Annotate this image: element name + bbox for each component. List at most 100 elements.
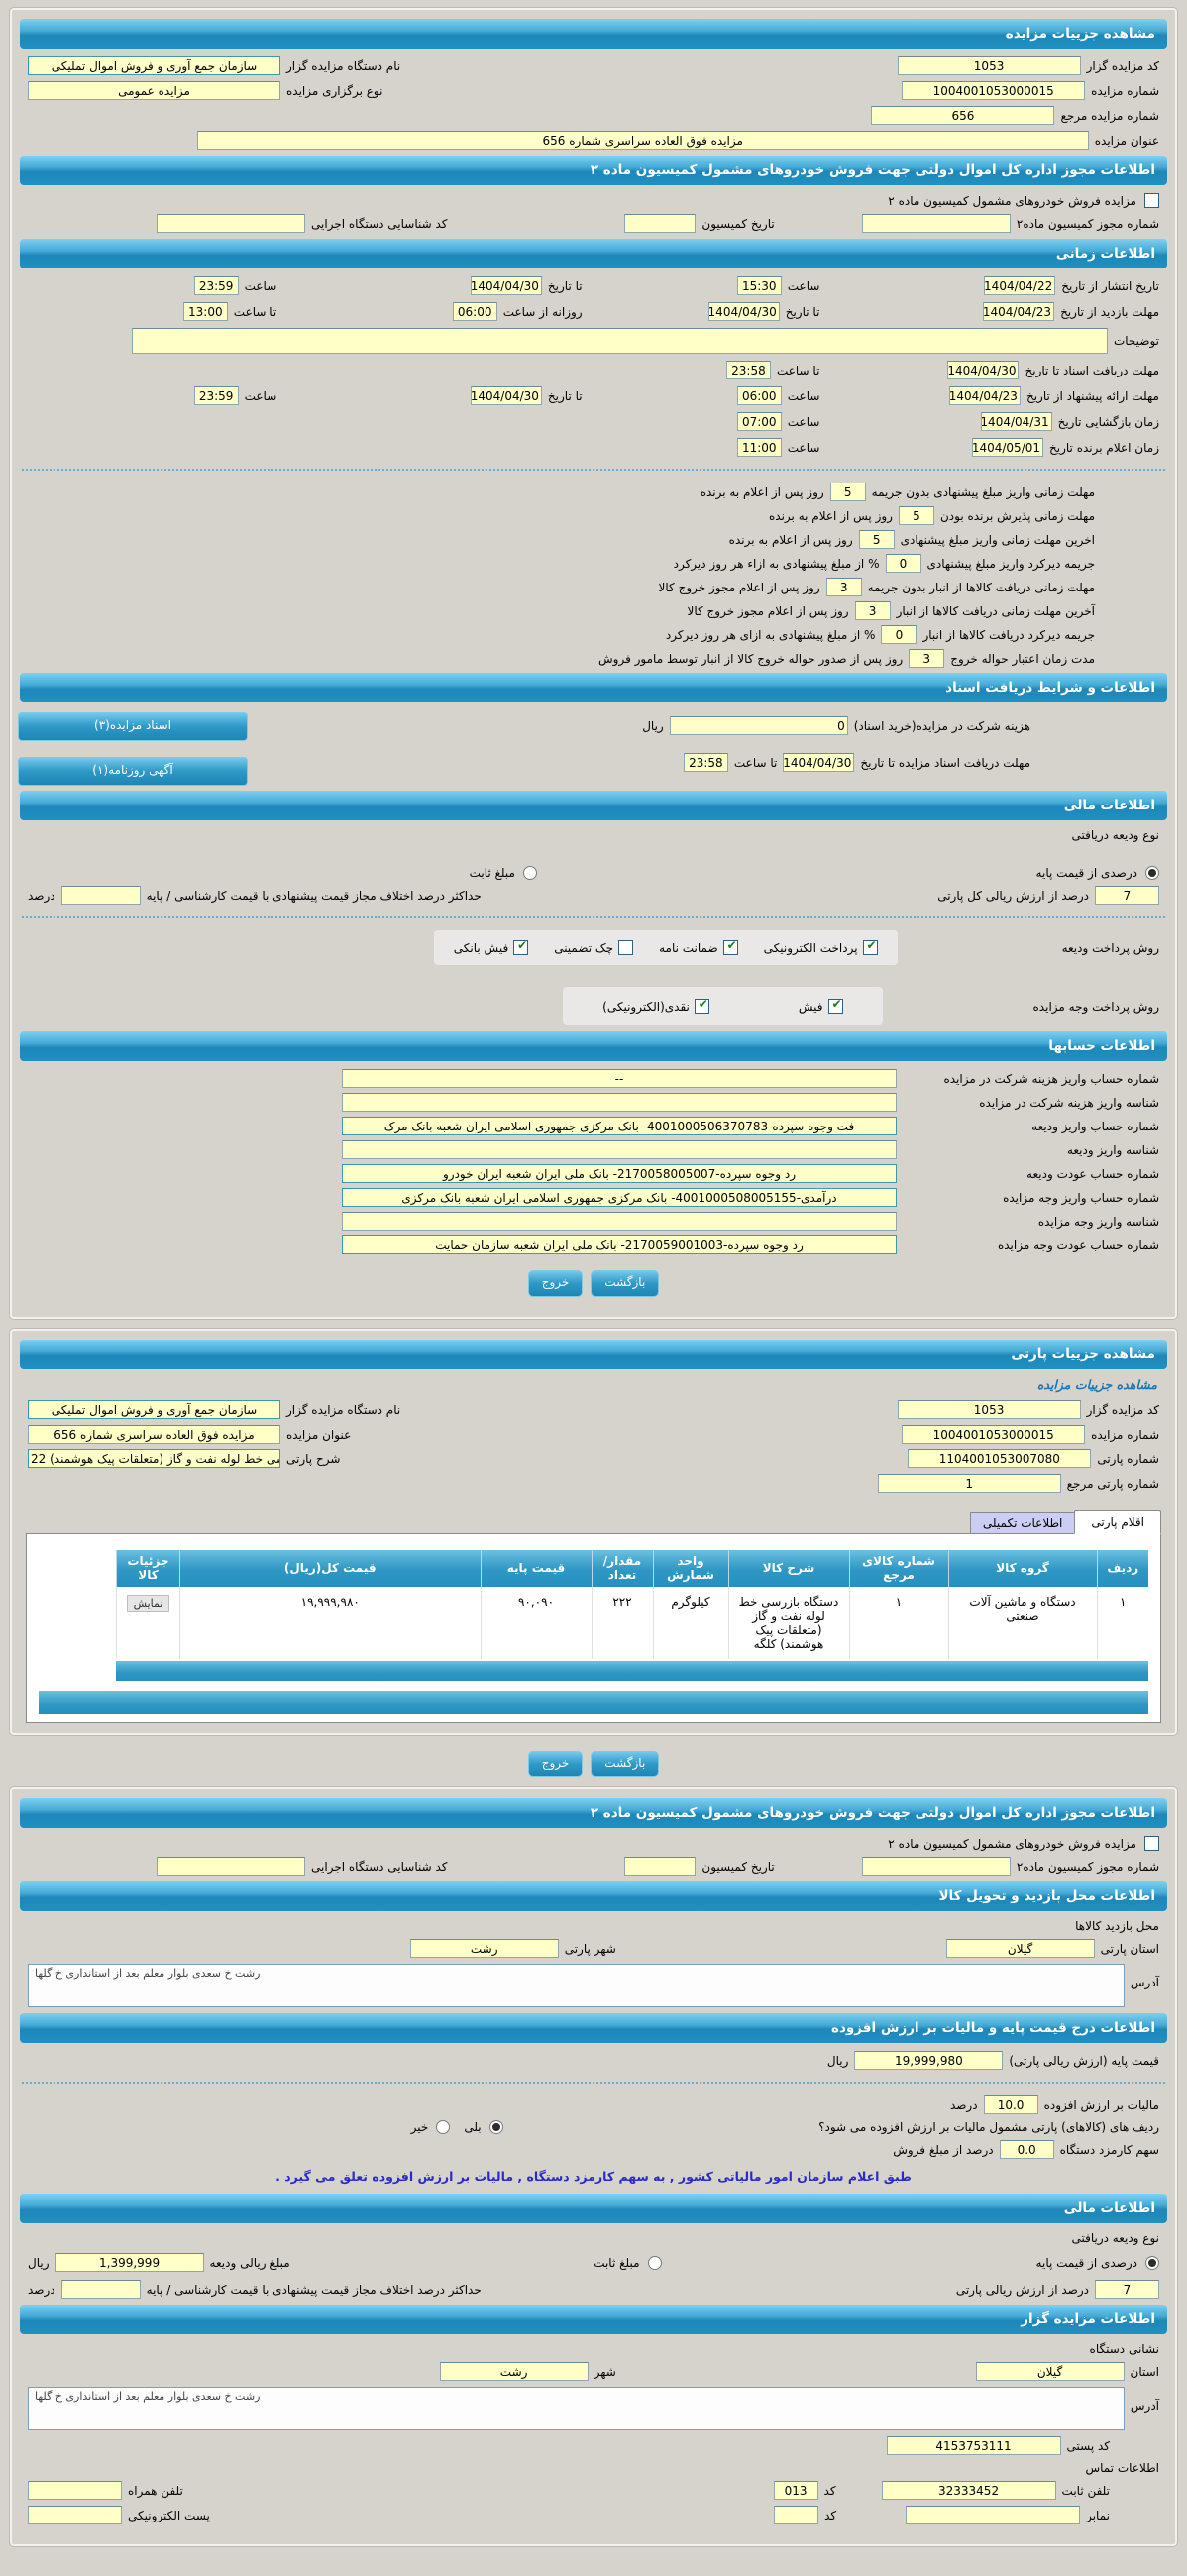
docs-deadline-time-field[interactable]: 23:58: [725, 361, 771, 379]
exec-code-field[interactable]: [157, 1857, 306, 1876]
permit-number-field[interactable]: [861, 1857, 1011, 1876]
party-city-field[interactable]: رشت: [409, 1939, 559, 1958]
penalty-field[interactable]: 3: [909, 649, 945, 668]
auction-details-link[interactable]: مشاهده جزییات مزایده: [1036, 1377, 1157, 1392]
phone-field[interactable]: 32333452: [881, 2481, 1056, 2500]
account-field[interactable]: --: [342, 1069, 897, 1088]
max-diff-field[interactable]: [60, 2280, 141, 2299]
vat-field[interactable]: 10.0: [983, 2095, 1038, 2114]
org-name-field[interactable]: سازمان جمع آوری و فروش اموال تملیکی: [28, 56, 280, 75]
auction-number-field[interactable]: 1004001053000015: [902, 81, 1086, 100]
visit-from-date-field[interactable]: 1404/04/23: [983, 302, 1055, 321]
exec-code-field[interactable]: [157, 214, 306, 233]
bank-slip-checkbox[interactable]: [513, 938, 529, 955]
penalty-field[interactable]: 5: [898, 506, 934, 525]
penalty-field[interactable]: 0: [881, 625, 917, 644]
slip-checkbox[interactable]: [827, 997, 843, 1014]
offer-to-time-field[interactable]: 23:59: [193, 386, 239, 405]
docs-receive-time-field[interactable]: 23:58: [683, 753, 728, 772]
commission-date-field[interactable]: [624, 214, 697, 233]
deposit-amount-field[interactable]: 1,399,999: [54, 2253, 204, 2272]
phone-code-field[interactable]: 013: [773, 2481, 818, 2500]
vat-yes-radio[interactable]: [488, 2120, 503, 2134]
publish-to-date-field[interactable]: 1404/04/30: [470, 276, 542, 295]
penalty-field[interactable]: 0: [885, 554, 921, 573]
penalty-field[interactable]: 5: [858, 530, 895, 549]
docs-receive-date-field[interactable]: 1404/04/30: [783, 753, 855, 772]
percent-of-base-radio[interactable]: [1145, 2255, 1159, 2270]
party-auction-title-field[interactable]: مزایده فوق العاده سراسری شماره 656: [28, 1425, 280, 1444]
email-field[interactable]: [28, 2506, 122, 2524]
electronic-pay-checkbox[interactable]: [862, 938, 878, 955]
deposit-percent-field[interactable]: 7: [1095, 886, 1159, 905]
offer-from-date-field[interactable]: 1404/04/23: [948, 386, 1021, 405]
city-field[interactable]: رشت: [439, 2362, 589, 2381]
account-field[interactable]: [342, 1140, 897, 1159]
visit-address-field[interactable]: رشت خ سعدی بلوار معلم بعد از استانداری خ…: [28, 1964, 1125, 2007]
winner-time-field[interactable]: 11:00: [736, 438, 782, 457]
guarantee-checkbox[interactable]: [722, 938, 738, 955]
article2-checkbox[interactable]: [1144, 1836, 1159, 1851]
offer-from-time-field[interactable]: 06:00: [736, 386, 782, 405]
exit-button[interactable]: خروج: [527, 1270, 584, 1297]
party-org-field[interactable]: سازمان جمع آوری و فروش اموال تملیکی: [28, 1400, 280, 1419]
article2-checkbox[interactable]: [1144, 193, 1159, 208]
account-field[interactable]: رد وجوه سپرده-2170059001003- بانک ملی ای…: [342, 1235, 897, 1254]
bidder-code-field[interactable]: 1053: [897, 56, 1081, 75]
province-field[interactable]: گیلان: [975, 2362, 1125, 2381]
publish-to-time-field[interactable]: 23:59: [193, 276, 239, 295]
penalty-field[interactable]: 3: [854, 601, 891, 620]
opening-time-field[interactable]: 07:00: [736, 412, 782, 431]
description-field[interactable]: [131, 328, 1108, 354]
party-bidder-code-field[interactable]: 1053: [897, 1400, 1081, 1419]
account-field[interactable]: [342, 1093, 897, 1112]
account-field[interactable]: درآمدی-4001000508005155- بانک مرکزی جمهو…: [342, 1188, 897, 1207]
opening-date-field[interactable]: 1404/04/31: [980, 412, 1052, 431]
agency-fee-field[interactable]: 0.0: [999, 2140, 1054, 2159]
account-field[interactable]: [342, 1212, 897, 1231]
deposit-percent-field[interactable]: 7: [1095, 2280, 1159, 2299]
party-number-field[interactable]: 1104001053007080: [908, 1449, 1092, 1468]
commission-date-field[interactable]: [624, 1857, 697, 1876]
ref-number-field[interactable]: 656: [871, 106, 1055, 125]
newspaper-ad-button[interactable]: آگهی روزنامه(۱): [18, 757, 248, 786]
cheque-checkbox[interactable]: [618, 940, 634, 955]
back-button[interactable]: بازگشت: [591, 1270, 660, 1297]
party-province-field[interactable]: گیلان: [945, 1939, 1095, 1958]
entry-fee-field[interactable]: 0: [669, 716, 848, 735]
fax-field[interactable]: [906, 2506, 1081, 2524]
fax-code-field[interactable]: [774, 2506, 819, 2524]
mobile-field[interactable]: [28, 2481, 122, 2500]
account-field[interactable]: رد وجوه سپرده-2170058005007- بانک ملی ای…: [342, 1164, 897, 1183]
publish-from-date-field[interactable]: 1404/04/22: [984, 276, 1056, 295]
penalty-field[interactable]: 5: [829, 483, 866, 501]
max-diff-field[interactable]: [60, 886, 141, 905]
back-button[interactable]: بازگشت: [591, 1751, 660, 1777]
base-price-field[interactable]: 19,999,980: [854, 2051, 1004, 2070]
docs-deadline-date-field[interactable]: 1404/04/30: [947, 361, 1020, 379]
penalty-field[interactable]: 3: [825, 578, 862, 596]
visit-to-date-field[interactable]: 1404/04/30: [707, 302, 780, 321]
fixed-amount-radio[interactable]: [522, 866, 537, 880]
cash-electronic-checkbox[interactable]: [694, 997, 709, 1014]
org-address-field[interactable]: رشت خ سعدی بلوار معلم بعد از استانداری خ…: [28, 2387, 1125, 2430]
fixed-amount-radio[interactable]: [647, 2255, 662, 2270]
postal-code-field[interactable]: 4153753111: [886, 2436, 1061, 2455]
account-field[interactable]: فت وجوه سپرده-4001000506370783- بانک مرک…: [342, 1117, 897, 1135]
percent-of-base-radio[interactable]: [1145, 866, 1159, 880]
auction-type-field[interactable]: مزایده عمومی: [28, 81, 280, 100]
publish-from-time-field[interactable]: 15:30: [736, 276, 782, 295]
visit-time-to-field[interactable]: 13:00: [182, 302, 228, 321]
winner-date-field[interactable]: 1404/05/01: [972, 438, 1044, 457]
tab-party-items[interactable]: اقلام پارتی: [1074, 1510, 1161, 1534]
show-details-button[interactable]: نمایش: [126, 1595, 170, 1612]
permit-number-field[interactable]: [861, 214, 1011, 233]
party-desc-field[interactable]: 22 کیلو دستگاه بازرسی خط لوله نفت و گاز …: [28, 1449, 280, 1468]
auction-documents-button[interactable]: اسناد مزایده(۳): [18, 712, 248, 741]
vat-no-radio[interactable]: [436, 2120, 451, 2134]
tab-extra-info[interactable]: اطلاعات تکمیلی: [969, 1512, 1075, 1534]
visit-time-from-field[interactable]: 06:00: [452, 302, 497, 321]
party-auction-number-field[interactable]: 1004001053000015: [902, 1425, 1086, 1444]
party-ref-field[interactable]: 1: [877, 1474, 1061, 1493]
exit-button[interactable]: خروج: [527, 1751, 584, 1777]
